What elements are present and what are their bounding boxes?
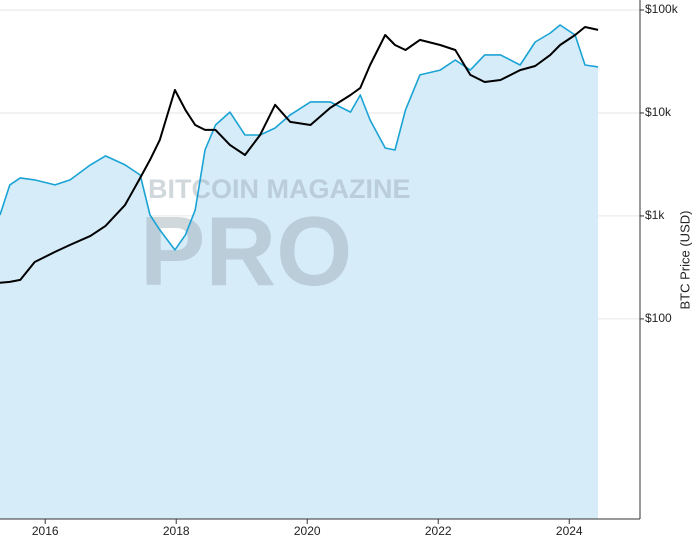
watermark-top: BITCOIN MAGAZINE [148,174,411,204]
line [0,24,599,251]
areas [0,25,599,519]
line [0,26,599,284]
y-tick-label: $10k [645,105,672,119]
y-tick-label: $100k [645,2,679,16]
lines [0,24,599,284]
y-tick-label: $100 [645,311,672,325]
watermark-pro: PRO [140,196,352,306]
y-axis-title: BTC Price (USD) [677,211,692,310]
x-tick-label: 2018 [163,524,190,538]
y-tick-label: $1k [645,208,665,222]
x-tick-label: 2020 [294,524,321,538]
x-tick-label: 2024 [556,524,583,538]
x-tick-label: 2022 [425,524,452,538]
x-tick-label: 2016 [32,524,59,538]
area [0,25,599,519]
